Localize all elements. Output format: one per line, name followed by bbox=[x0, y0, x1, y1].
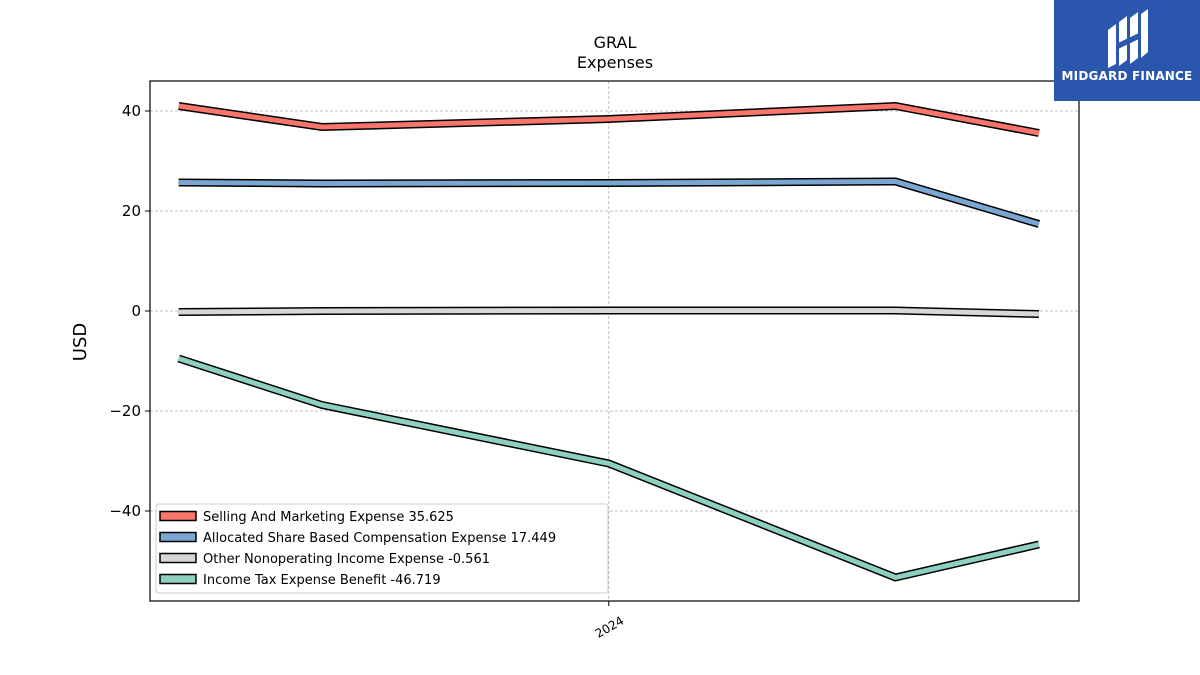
legend-swatch-3 bbox=[159, 573, 197, 585]
legend-box bbox=[155, 503, 609, 594]
series-line-1 bbox=[178, 177, 1041, 228]
series-line-0 bbox=[178, 101, 1040, 137]
chart-title: GRAL bbox=[594, 33, 637, 52]
y-tick-label: −40 bbox=[109, 502, 141, 520]
y-tick-label: 20 bbox=[122, 202, 141, 220]
y-tick-label: 0 bbox=[131, 302, 141, 320]
legend-swatch-2 bbox=[159, 552, 197, 564]
y-axis-ticks: 40 20 0 −20 −40 bbox=[109, 102, 150, 520]
brand-name: MIDGARD FINANCE bbox=[1061, 69, 1193, 83]
legend-label-2: Other Nonoperating Income Expense -0.561 bbox=[203, 552, 490, 567]
brand-logo: MIDGARD FINANCE bbox=[1054, 0, 1200, 101]
y-tick-label: 40 bbox=[122, 102, 141, 120]
plot-frame bbox=[149, 80, 1080, 602]
series-layer bbox=[177, 101, 1041, 582]
legend-label-0: Selling And Marketing Expense 35.625 bbox=[203, 510, 454, 525]
chart-subtitle: Expenses bbox=[577, 53, 653, 72]
legend-label-1: Allocated Share Based Compensation Expen… bbox=[203, 531, 556, 546]
series-line-2 bbox=[178, 306, 1039, 318]
y-tick-label: −20 bbox=[109, 402, 141, 420]
legend-swatch-1 bbox=[159, 531, 197, 543]
midgard-logo-icon bbox=[1108, 9, 1148, 68]
x-axis-ticks: 2024 bbox=[593, 601, 626, 641]
legend-label-3: Income Tax Expense Benefit -46.719 bbox=[203, 573, 441, 588]
x-tick-label: 2024 bbox=[593, 613, 626, 640]
grid bbox=[150, 81, 1079, 601]
series-line-3 bbox=[177, 354, 1040, 582]
legend-swatch-0 bbox=[159, 510, 197, 522]
legend: Selling And Marketing Expense 35.625 Allo… bbox=[155, 503, 609, 594]
y-axis-label: USD bbox=[70, 323, 91, 361]
